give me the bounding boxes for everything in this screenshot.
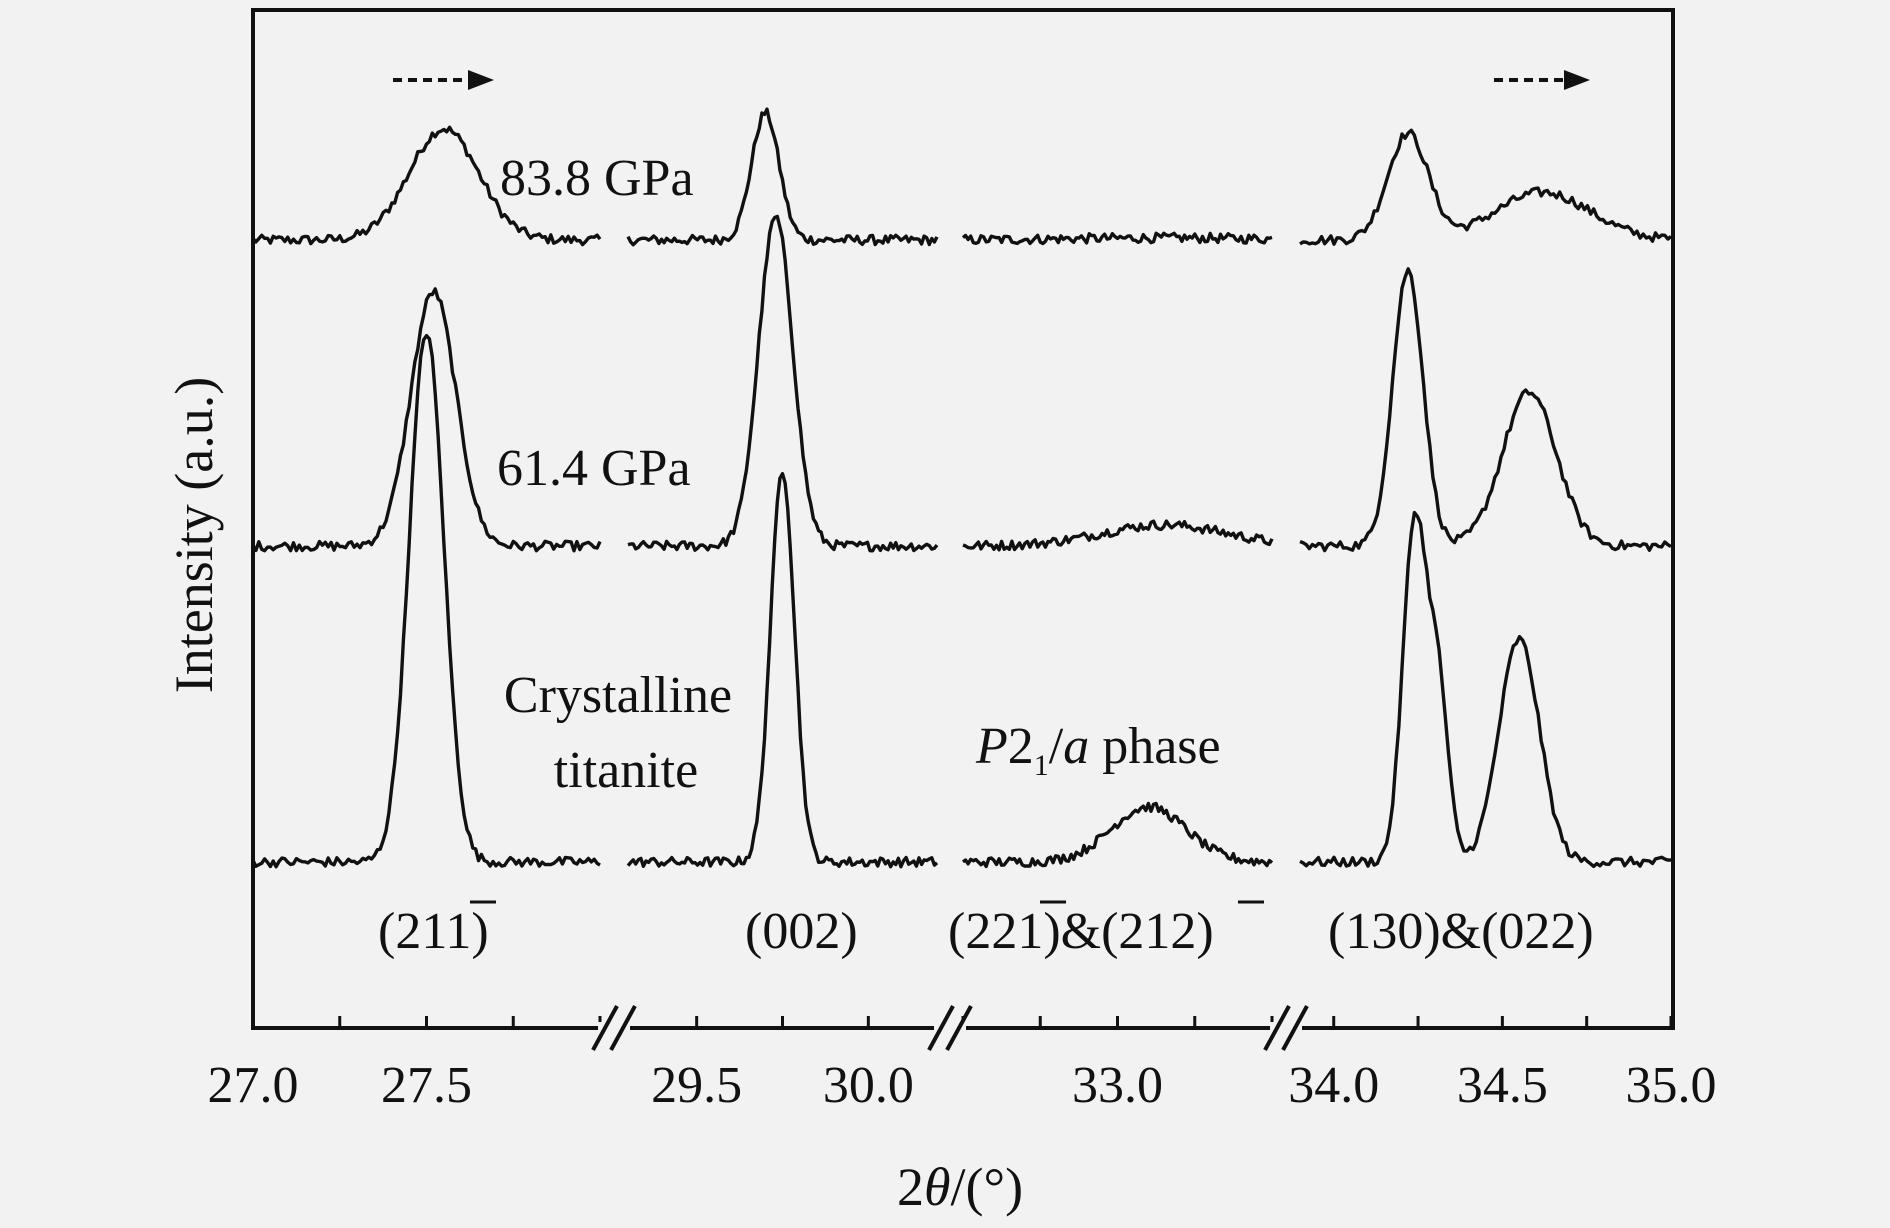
ticks-group: 27.0 27.5 29.5 30.0 33.0 34.0 34.5 35.0: [208, 1016, 1717, 1114]
axis-break-slash: [927, 1005, 955, 1051]
trace-crystalline-titanite-seg1: [626, 472, 939, 869]
peak-label-211: (211): [378, 900, 496, 960]
series-label-83-8: 83.8 GPa: [500, 150, 694, 207]
axis-breaks: [591, 1005, 1309, 1051]
x-tick-label: 27.5: [381, 1057, 472, 1114]
phase-label: P21/a phase: [975, 718, 1221, 782]
series-label-61-4: 61.4 GPa: [497, 440, 691, 497]
x-tick-label: 35.0: [1626, 1057, 1717, 1114]
axis-break-slash: [945, 1005, 973, 1051]
trace-83-8-gpa-seg0: [251, 125, 602, 247]
crystalline-label-line1: Crystalline: [504, 667, 732, 724]
x-tick-label: 33.0: [1072, 1057, 1163, 1114]
axis-break-slash: [591, 1005, 619, 1051]
svg-text:(211): (211): [378, 903, 489, 960]
trace-crystalline-titanite-seg0: [251, 334, 601, 869]
trace-61-4-gpa-seg2: [962, 519, 1274, 552]
axis-break-slash: [1263, 1005, 1291, 1051]
shift-arrow-right: [1494, 70, 1590, 90]
y-axis-title: Intensity (a.u.): [164, 377, 224, 693]
trace-83-8-gpa-seg2: [961, 231, 1273, 246]
traces-group: [251, 107, 1673, 869]
shift-arrow-left: [393, 70, 494, 90]
x-tick-label: 34.5: [1457, 1057, 1548, 1114]
x-tick-label: 34.0: [1288, 1057, 1379, 1114]
trace-61-4-gpa-seg3: [1299, 267, 1672, 553]
x-tick-label: 29.5: [651, 1057, 742, 1114]
peak-label-002: (002): [745, 903, 858, 960]
crystalline-label-line2: titanite: [554, 742, 698, 799]
trace-crystalline-titanite-seg3: [1299, 510, 1672, 869]
plot-frame: [251, 8, 1675, 1030]
trace-61-4-gpa-seg1: [627, 214, 939, 553]
axis-break-slash: [1281, 1005, 1309, 1051]
x-tick-label: 27.0: [208, 1057, 299, 1114]
x-tick-label: 30.0: [823, 1057, 914, 1114]
svg-text:(221)&(212): (221)&(212): [948, 903, 1214, 960]
axis-break-slash: [609, 1005, 637, 1051]
peak-label-130-022: (130)&(022): [1328, 903, 1594, 960]
trace-83-8-gpa-seg3: [1299, 128, 1673, 246]
x-axis-title: 2θ/(°): [897, 1157, 1023, 1217]
peak-label-221-212: (221)&(212): [948, 900, 1264, 960]
trace-61-4-gpa-seg0: [251, 287, 602, 553]
trace-crystalline-titanite-seg2: [961, 801, 1274, 869]
trace-83-8-gpa-seg1: [626, 107, 939, 247]
